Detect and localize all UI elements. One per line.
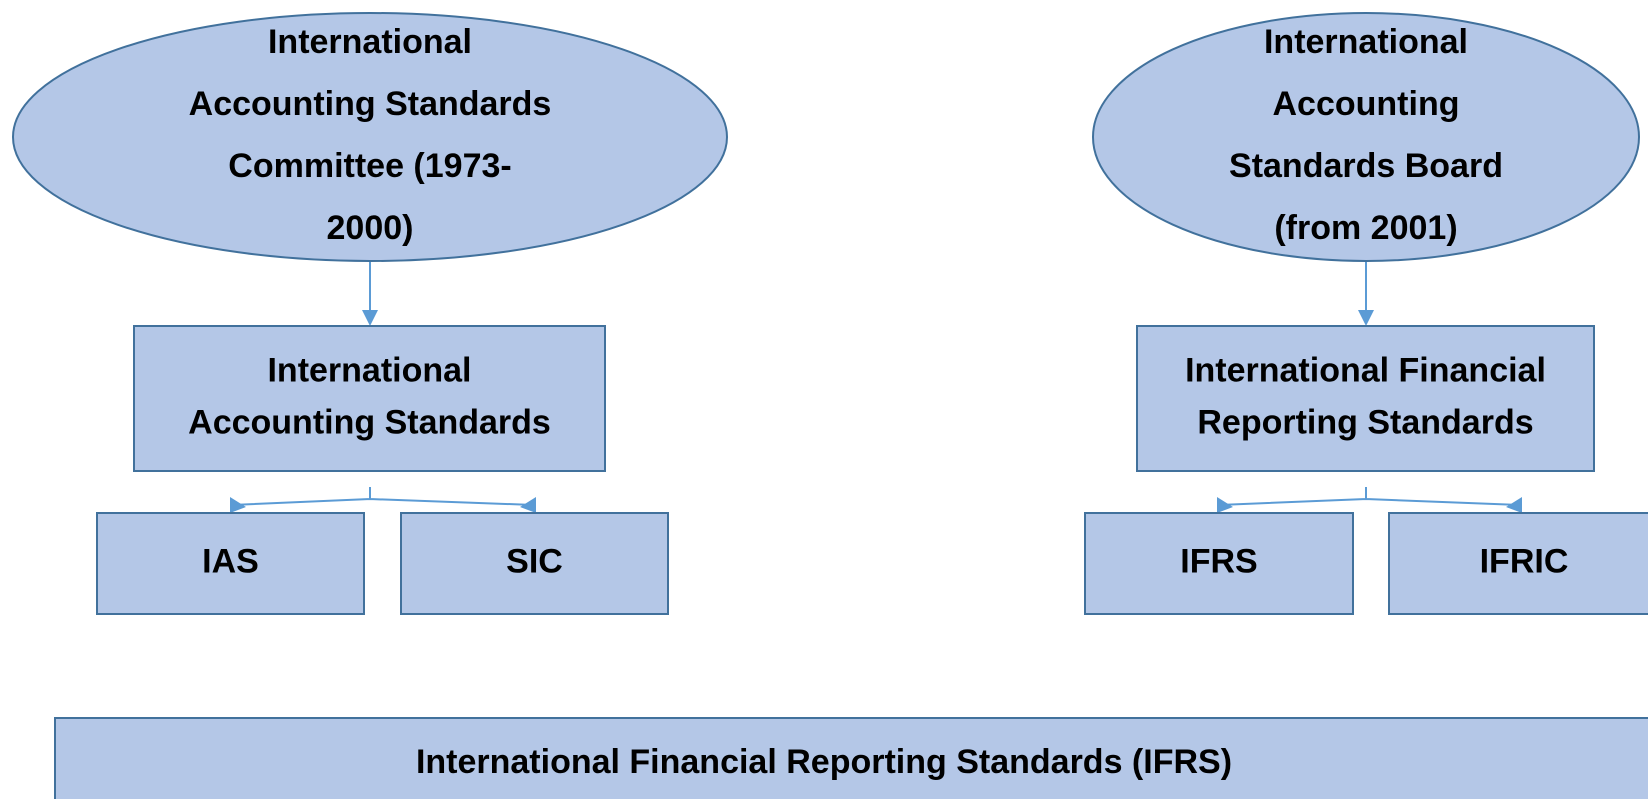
- node-label: SIC: [506, 542, 563, 580]
- sic-box: [400, 512, 669, 615]
- committee-ellipse: [12, 12, 728, 262]
- ifric-box: [1388, 512, 1648, 615]
- label-line: International: [1264, 23, 1468, 61]
- label-line: International Financial: [1185, 351, 1546, 389]
- connector: [231, 487, 535, 506]
- node-label: IFRIC: [1480, 542, 1569, 580]
- label-line: IAS: [202, 542, 259, 580]
- label-line: Accounting: [1273, 85, 1460, 123]
- node-label: International Financial Reporting Standa…: [416, 743, 1232, 781]
- node-label: IAS: [202, 542, 259, 580]
- node: International Financial Reporting Standar…: [1136, 325, 1595, 472]
- label-line: SIC: [506, 542, 563, 580]
- label-line: 2000): [327, 209, 414, 247]
- arrow-head: [1506, 497, 1522, 513]
- node: IAS: [96, 512, 365, 615]
- node: International Financial Reporting Standa…: [54, 717, 1648, 799]
- arrow-head: [362, 310, 378, 326]
- node: IFRS: [1084, 512, 1354, 615]
- node-label: International Accounting Standards: [188, 351, 551, 441]
- arrow-head: [1217, 497, 1233, 513]
- label-line: International Financial Reporting Standa…: [416, 743, 1232, 781]
- arrow-head: [1358, 310, 1374, 326]
- ifrs-banner: [54, 717, 1648, 799]
- ias-box: [96, 512, 365, 615]
- arrow-head: [520, 497, 536, 513]
- label-line: Reporting Standards: [1197, 403, 1533, 441]
- node: SIC: [400, 512, 669, 615]
- connectors: [230, 261, 1522, 513]
- node: International Accounting Standards Board (f…: [1092, 12, 1640, 262]
- node-label: International Financial Reporting Standar…: [1185, 351, 1546, 441]
- node: International Accounting Standards: [133, 325, 606, 472]
- label-line: (from 2001): [1274, 209, 1457, 247]
- ifrs-box: [1084, 512, 1354, 615]
- arrow-head: [230, 497, 246, 513]
- label-line: Committee (1973-: [228, 147, 511, 185]
- label-line: International: [268, 23, 472, 61]
- node-label: International Accounting Standards Committ…: [189, 23, 552, 247]
- label-line: Accounting Standards: [188, 403, 551, 441]
- label-line: IFRS: [1180, 542, 1257, 580]
- ias-standards-box: [133, 325, 606, 472]
- connector: [1218, 487, 1521, 506]
- node-label: International Accounting Standards Board (f…: [1229, 23, 1503, 247]
- node-label: IFRS: [1180, 542, 1257, 580]
- label-line: IFRIC: [1480, 542, 1569, 580]
- label-line: Accounting Standards: [189, 85, 552, 123]
- label-line: International: [267, 351, 471, 389]
- ifrs-standards-box: [1136, 325, 1595, 472]
- label-line: Standards Board: [1229, 147, 1503, 185]
- board-ellipse: [1092, 12, 1640, 262]
- node: IFRIC: [1388, 512, 1648, 615]
- node: International Accounting Standards Committ…: [12, 12, 728, 262]
